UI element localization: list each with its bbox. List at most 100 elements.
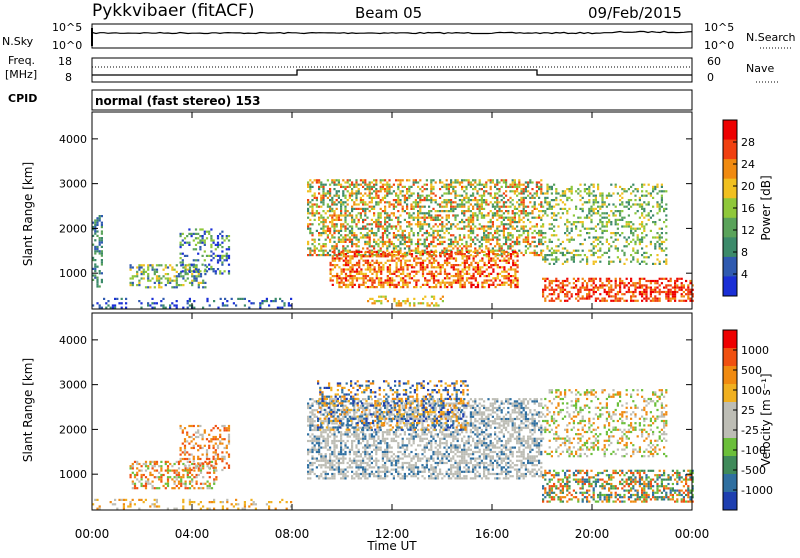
power-cell xyxy=(674,298,676,300)
power-cell xyxy=(385,298,387,300)
power-cell xyxy=(575,293,577,295)
power-cell xyxy=(338,184,340,186)
power-cell xyxy=(597,236,599,238)
power-cell xyxy=(355,192,357,194)
velocity-cell xyxy=(198,503,200,505)
power-cell xyxy=(156,280,158,282)
power-cell xyxy=(431,286,433,288)
power-cell xyxy=(461,201,463,203)
velocity-cell xyxy=(311,449,313,451)
power-cell xyxy=(358,208,360,210)
power-cell xyxy=(384,230,386,232)
power-cell xyxy=(555,250,557,252)
power-cell xyxy=(217,237,219,239)
power-cell xyxy=(468,221,470,223)
velocity-cell xyxy=(199,434,201,436)
power-cell xyxy=(648,184,650,186)
power-cell xyxy=(455,264,457,266)
power-cell xyxy=(283,302,285,304)
power-cell xyxy=(375,184,377,186)
power-cell xyxy=(342,192,344,194)
power-cell xyxy=(608,192,610,194)
power-cell xyxy=(217,235,219,237)
velocity-cell xyxy=(178,476,180,478)
power-cell xyxy=(551,228,553,230)
power-cell xyxy=(463,228,465,230)
power-cell xyxy=(344,241,346,243)
power-cell xyxy=(450,225,452,227)
velocity-cell xyxy=(132,481,134,483)
power-cell xyxy=(470,225,472,227)
velocity-cell xyxy=(215,425,217,427)
power-cell xyxy=(228,257,230,259)
power-cell xyxy=(540,254,542,256)
power-cell xyxy=(562,291,564,293)
power-cell xyxy=(544,241,546,243)
power-cell xyxy=(610,291,612,293)
velocity-cell xyxy=(314,458,316,460)
power-cell xyxy=(402,195,404,197)
power-cell xyxy=(407,268,409,270)
power-cell xyxy=(498,190,500,192)
power-cell xyxy=(316,247,318,249)
power-cell xyxy=(514,279,516,281)
velocity-cell xyxy=(136,478,138,480)
power-cell xyxy=(331,223,333,225)
power-cell xyxy=(641,241,643,243)
power-cell xyxy=(481,184,483,186)
power-cell xyxy=(402,210,404,212)
power-cell xyxy=(386,190,388,192)
power-cell xyxy=(634,295,636,297)
velocity-cell xyxy=(174,470,176,472)
power-cell xyxy=(656,287,658,289)
power-cell xyxy=(601,300,603,302)
power-cell xyxy=(437,232,439,234)
power-cell xyxy=(568,221,570,223)
power-cell xyxy=(371,199,373,201)
power-cell xyxy=(397,203,399,205)
power-cell xyxy=(318,234,320,236)
velocity-cell xyxy=(174,487,176,489)
power-cell xyxy=(204,231,206,233)
power-cell xyxy=(228,246,230,248)
power-cell xyxy=(369,201,371,203)
power-cell xyxy=(156,271,158,273)
power-cell xyxy=(487,212,489,214)
power-cell xyxy=(566,250,568,252)
power-cell xyxy=(557,293,559,295)
power-cell xyxy=(340,184,342,186)
power-cell xyxy=(374,286,376,288)
power-cell xyxy=(608,261,610,263)
power-cell xyxy=(454,208,456,210)
velocity-cell xyxy=(187,474,189,476)
power-cell xyxy=(468,268,470,270)
power-cell xyxy=(380,296,382,298)
power-cell xyxy=(672,291,674,293)
power-cell xyxy=(439,223,441,225)
power-cell xyxy=(566,234,568,236)
velocity-cell xyxy=(129,501,131,503)
power-cell xyxy=(462,255,464,257)
power-cell xyxy=(477,266,479,268)
velocity-cell xyxy=(167,467,169,469)
power-cell xyxy=(487,179,489,181)
power-cell xyxy=(261,302,263,304)
power-cell xyxy=(433,286,435,288)
power-cell xyxy=(566,219,568,221)
y-tick-label: 2000 xyxy=(59,222,87,235)
power-cell xyxy=(367,268,369,270)
power-cell xyxy=(687,287,689,289)
power-cell xyxy=(332,279,334,281)
power-cell xyxy=(424,268,426,270)
power-cell xyxy=(430,192,432,194)
power-cell xyxy=(406,212,408,214)
power-cell xyxy=(358,192,360,194)
velocity-cell xyxy=(213,458,215,460)
power-cell xyxy=(378,300,380,302)
power-cell xyxy=(151,302,153,304)
power-cell xyxy=(472,217,474,219)
power-cell xyxy=(525,245,527,247)
power-cell xyxy=(584,184,586,186)
velocity-cell xyxy=(136,463,138,465)
power-cell xyxy=(311,186,313,188)
